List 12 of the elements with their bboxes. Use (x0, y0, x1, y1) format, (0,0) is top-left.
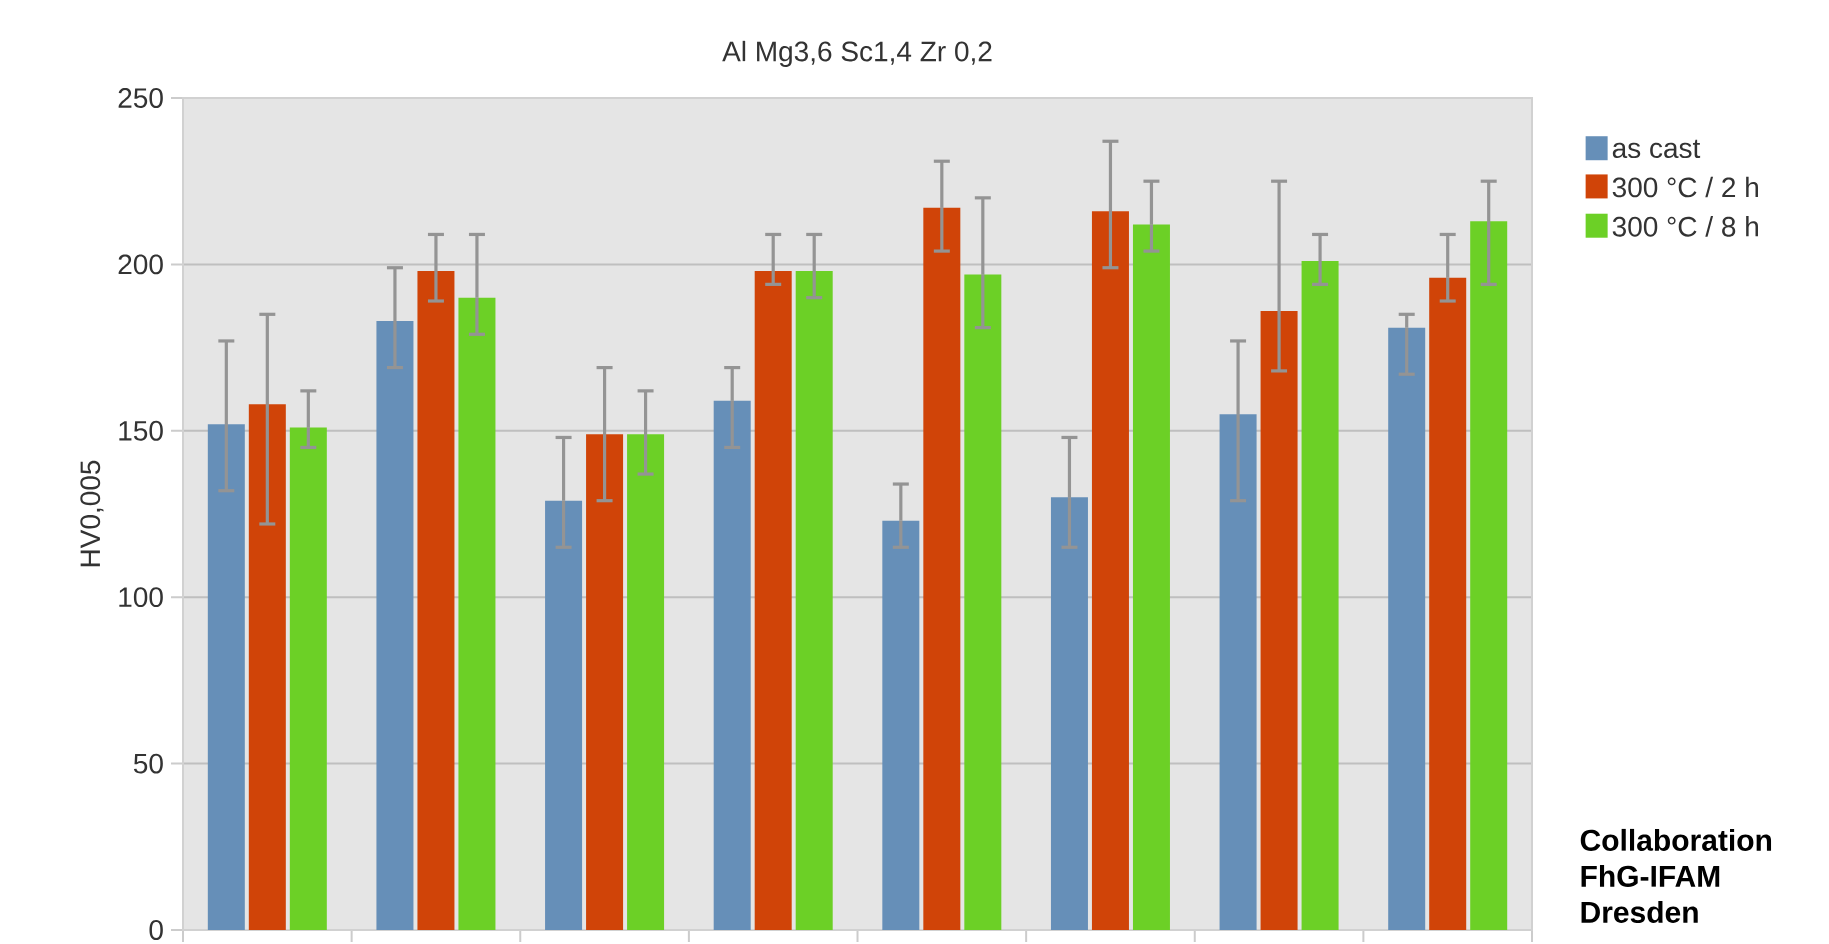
y-tick-label: 250 (118, 88, 163, 108)
y-tick-label: 0 (149, 920, 163, 940)
y-axis-title: HV0,005 (80, 460, 104, 567)
chart-title: Al Mg3,6 Sc1,4 Zr 0,2 (722, 40, 992, 67)
y-tick-label: 200 (118, 254, 163, 275)
legend-label: 300 °C / 8 h (1612, 216, 1758, 237)
legend-label: 300 °C / 2 h (1612, 176, 1758, 198)
y-tick-label: 100 (119, 587, 163, 608)
legend-label: as cast (1612, 139, 1701, 159)
text: Collaboration FhG-IFAM Dresden (1580, 828, 1772, 923)
y-tick-label: 50 (133, 753, 163, 774)
y-tick-label: 150 (119, 420, 163, 441)
